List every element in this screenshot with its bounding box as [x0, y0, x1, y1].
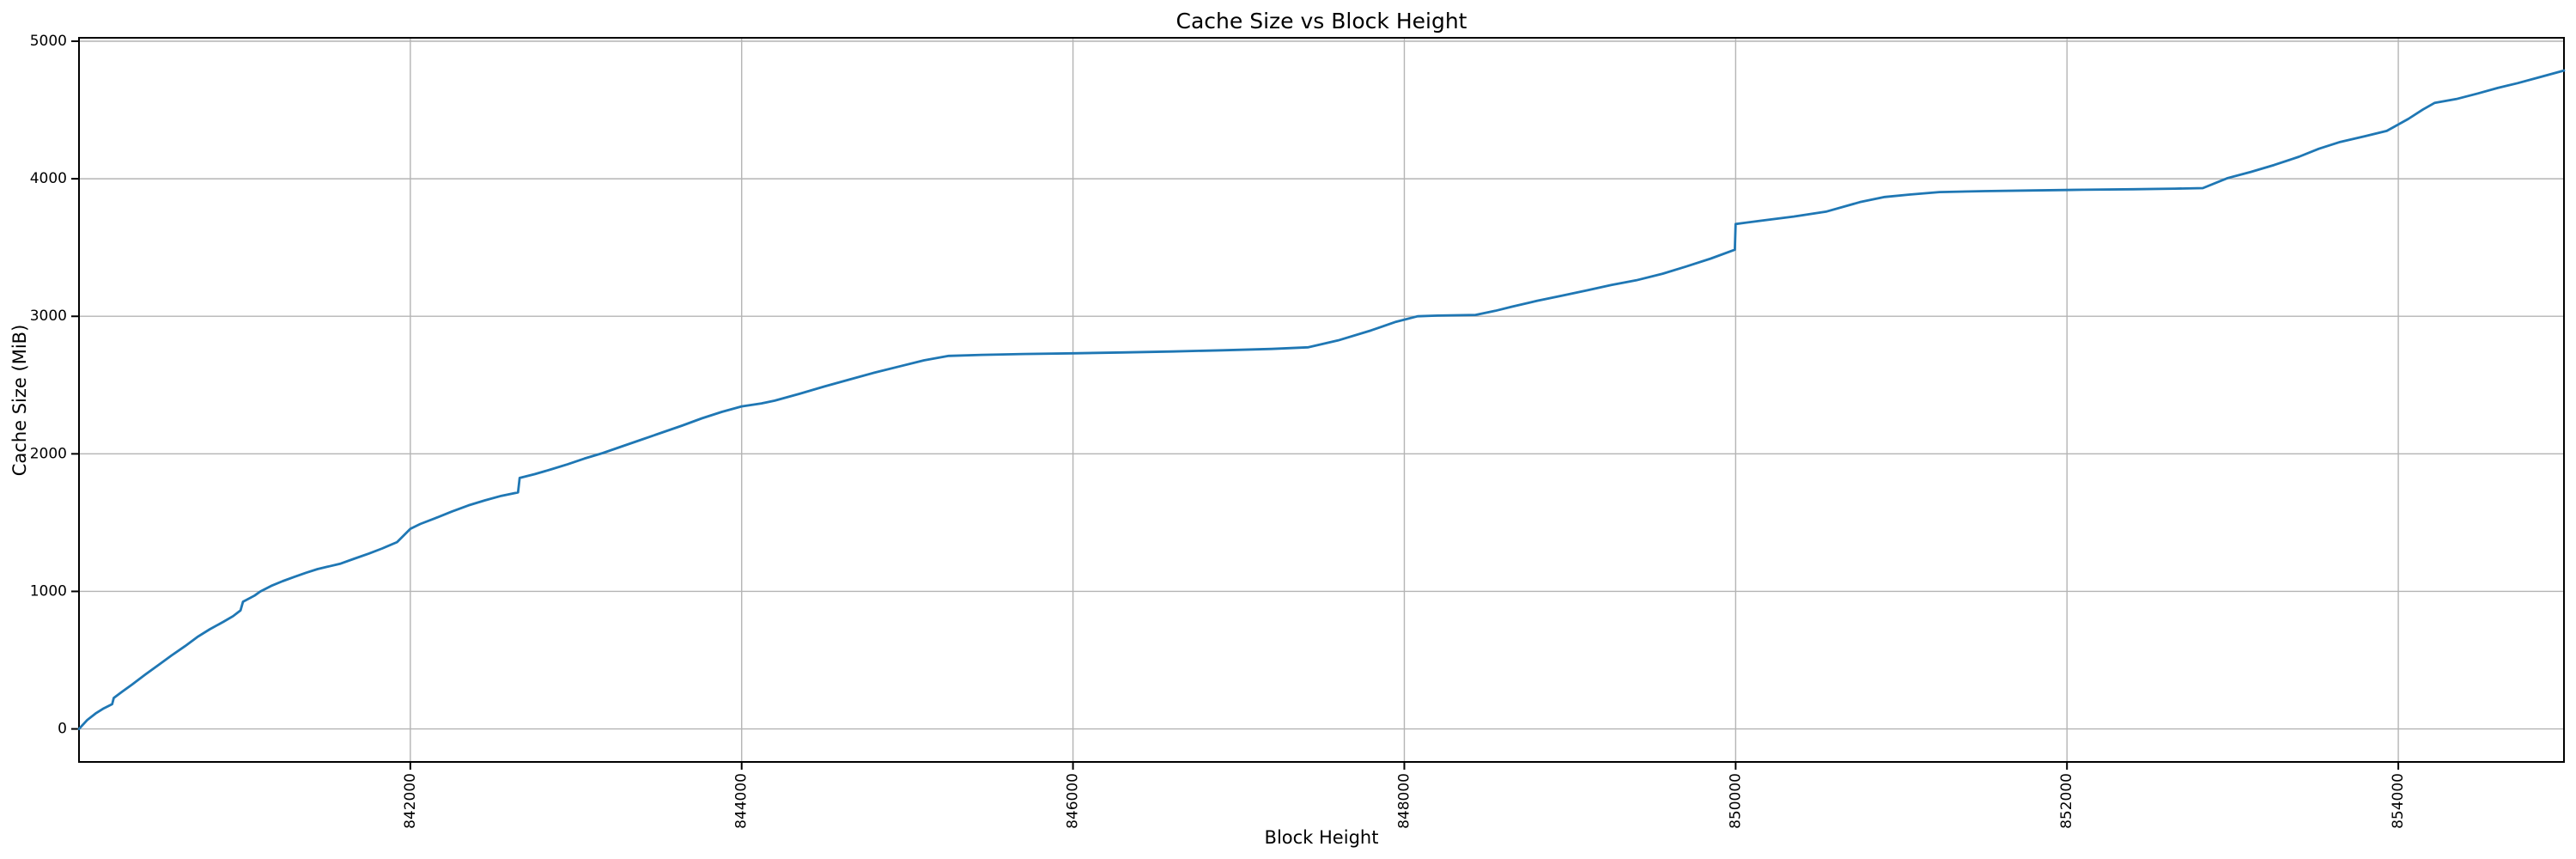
y-tick-label: 1000 — [30, 582, 67, 600]
tick-labels: 0 1000 2000 3000 4000 5000 842000 844000 846000 8… — [30, 33, 2407, 829]
y-axis-label: Cache Size (MiB) — [9, 325, 30, 477]
axis-ticks — [71, 40, 2400, 770]
chart-title: Cache Size vs Block Height — [1176, 9, 1467, 34]
x-tick-label: 848000 — [1395, 773, 1413, 829]
plot-border — [78, 37, 2565, 763]
gridlines — [79, 38, 2564, 762]
x-tick-label: 846000 — [1065, 773, 1082, 829]
x-tick-label: 854000 — [2390, 773, 2407, 829]
y-tick-label: 4000 — [30, 170, 67, 187]
x-tick-label: 844000 — [733, 773, 750, 829]
y-tick-label: 0 — [58, 721, 67, 738]
x-tick-label: 842000 — [402, 773, 419, 829]
x-tick-label: 852000 — [2058, 773, 2075, 829]
x-tick-label: 850000 — [1727, 773, 1744, 829]
x-axis-label: Block Height — [1265, 827, 1379, 848]
y-tick-label: 3000 — [30, 308, 67, 325]
cache-size-line — [77, 69, 2566, 730]
y-tick-label: 2000 — [30, 445, 67, 462]
y-tick-label: 5000 — [30, 33, 67, 50]
